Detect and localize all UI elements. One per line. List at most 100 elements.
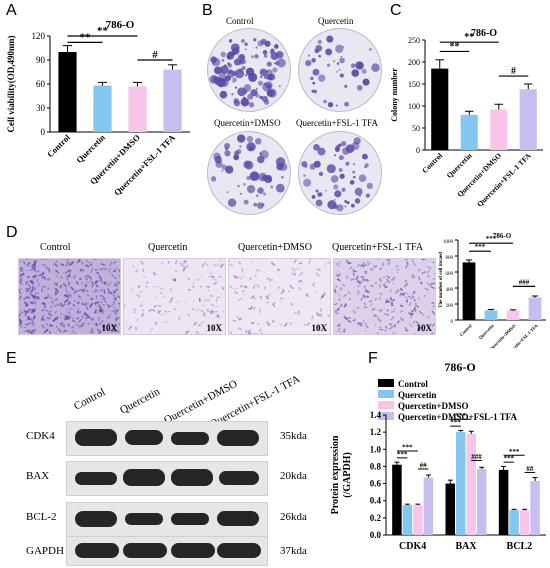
colony bbox=[247, 93, 254, 100]
bar bbox=[402, 505, 413, 535]
cell bbox=[238, 297, 242, 301]
bar bbox=[445, 483, 455, 535]
cell bbox=[19, 272, 25, 277]
colony bbox=[334, 190, 342, 198]
cell bbox=[47, 293, 50, 297]
cell bbox=[306, 322, 311, 327]
cell bbox=[113, 296, 117, 301]
cell bbox=[405, 264, 408, 269]
band bbox=[171, 543, 215, 558]
cell bbox=[70, 307, 74, 311]
cell bbox=[219, 259, 222, 263]
cell bbox=[157, 309, 162, 315]
cell bbox=[230, 330, 233, 334]
cell bbox=[90, 269, 93, 274]
cell bbox=[418, 310, 423, 315]
cell bbox=[390, 276, 396, 282]
colony bbox=[276, 58, 286, 68]
cell bbox=[294, 311, 298, 315]
cell bbox=[399, 310, 404, 313]
cell bbox=[95, 295, 98, 300]
cell bbox=[84, 283, 88, 287]
cell bbox=[25, 280, 29, 286]
cell bbox=[99, 268, 103, 270]
cell bbox=[373, 265, 376, 268]
cell bbox=[173, 307, 177, 311]
cell bbox=[197, 324, 201, 327]
cell bbox=[94, 323, 97, 326]
colony bbox=[237, 184, 240, 188]
significance-mark: # bbox=[152, 49, 158, 61]
colony bbox=[335, 44, 344, 53]
cell bbox=[76, 301, 80, 305]
colony bbox=[266, 90, 274, 97]
cell bbox=[78, 325, 82, 328]
cell bbox=[360, 275, 365, 279]
cell bbox=[338, 298, 341, 302]
cell bbox=[386, 309, 389, 312]
significance-mark: *** bbox=[475, 243, 486, 251]
colony bbox=[262, 192, 266, 196]
cell bbox=[368, 300, 373, 302]
cell bbox=[410, 275, 415, 279]
cell bbox=[352, 272, 356, 277]
cell bbox=[22, 260, 26, 265]
cell bbox=[114, 329, 120, 333]
cell bbox=[31, 268, 34, 270]
cell bbox=[40, 259, 43, 261]
significance-mark: *** bbox=[504, 455, 515, 463]
cell bbox=[349, 266, 353, 270]
colony bbox=[362, 153, 368, 160]
cell bbox=[30, 329, 34, 334]
cell bbox=[49, 305, 54, 308]
cell bbox=[265, 320, 271, 326]
cell bbox=[411, 273, 416, 278]
colony bbox=[210, 56, 217, 64]
cell bbox=[352, 318, 357, 322]
significance-mark: *** bbox=[509, 448, 520, 456]
cell bbox=[396, 268, 400, 271]
colony bbox=[224, 147, 229, 151]
y-axis-label: The number of cell invaed bbox=[439, 252, 444, 308]
colony bbox=[346, 201, 350, 205]
cell bbox=[426, 315, 431, 319]
cell bbox=[54, 310, 58, 315]
band bbox=[75, 511, 117, 527]
bar bbox=[466, 433, 476, 535]
colony bbox=[265, 70, 269, 73]
band bbox=[219, 471, 259, 485]
colony bbox=[313, 89, 317, 94]
cell bbox=[95, 322, 99, 327]
colony bbox=[342, 147, 350, 155]
colony bbox=[366, 182, 373, 189]
cell bbox=[293, 259, 298, 264]
panel-letter-a: A bbox=[6, 2, 17, 19]
cell bbox=[403, 282, 409, 288]
cell bbox=[238, 276, 242, 280]
cell bbox=[374, 297, 378, 301]
colony bbox=[259, 68, 267, 76]
colony bbox=[345, 161, 350, 166]
cell bbox=[212, 281, 218, 286]
colony bbox=[260, 150, 269, 159]
cell bbox=[222, 287, 225, 290]
cell bbox=[253, 273, 258, 278]
cell bbox=[263, 286, 267, 290]
colony bbox=[214, 66, 222, 75]
cell bbox=[389, 289, 393, 293]
cell bbox=[311, 282, 316, 287]
colony bbox=[233, 154, 240, 161]
colony bbox=[349, 180, 355, 185]
colony bbox=[228, 51, 234, 57]
cell bbox=[408, 323, 414, 328]
colony bbox=[262, 50, 268, 55]
cell bbox=[137, 284, 141, 289]
cell bbox=[76, 310, 79, 314]
y-tick-label: 30 bbox=[36, 103, 46, 113]
cell bbox=[364, 289, 370, 294]
cell bbox=[203, 261, 207, 266]
invasion-image-quercetin-fsl1: 10X bbox=[333, 258, 436, 335]
cell bbox=[153, 304, 157, 308]
cell bbox=[202, 305, 204, 307]
bar bbox=[58, 52, 77, 132]
